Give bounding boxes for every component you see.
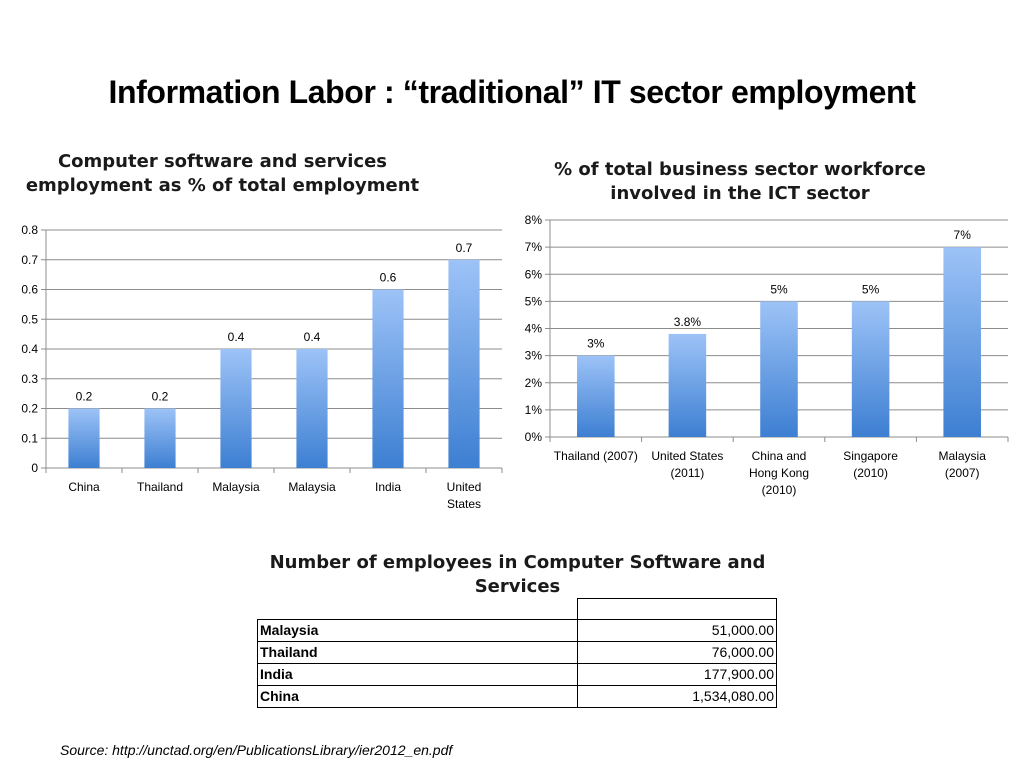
data-label: 0.4 xyxy=(304,330,321,344)
category-label: China xyxy=(68,480,100,494)
y-tick-label: 6% xyxy=(525,267,543,281)
y-tick-label: 0.4 xyxy=(21,342,38,356)
category-label: Malaysia xyxy=(212,480,260,494)
y-tick-label: 0.8 xyxy=(21,223,38,237)
category-label: Thailand (2007) xyxy=(554,449,638,463)
employee-count-cell: 177,900.00 xyxy=(577,663,777,686)
y-tick-label: 5% xyxy=(525,294,543,308)
y-tick-label: 4% xyxy=(525,322,543,336)
bar xyxy=(943,247,981,437)
y-tick-label: 2% xyxy=(525,376,543,390)
slide-title: Information Labor : “traditional” IT sec… xyxy=(108,74,916,110)
bar xyxy=(760,301,798,437)
table-header-row xyxy=(257,598,777,620)
y-tick-label: 0.3 xyxy=(21,372,38,386)
bar xyxy=(668,333,707,437)
category-label: States xyxy=(447,497,481,511)
bar xyxy=(372,289,404,468)
table-header-blank xyxy=(257,598,578,620)
category-label: India xyxy=(375,480,401,494)
chart1-title: Computer software and services employmen… xyxy=(25,151,420,196)
y-tick-label: 7% xyxy=(525,240,543,254)
category-label: (2011) xyxy=(671,466,705,480)
data-label: 0.2 xyxy=(152,390,169,404)
data-label: 5% xyxy=(862,282,880,296)
employee-count-cell: 51,000.00 xyxy=(577,619,777,642)
y-tick-label: 0.5 xyxy=(21,312,38,326)
table-header-value xyxy=(577,598,777,620)
y-tick-label: 0% xyxy=(525,430,543,444)
table-title: Number of employees in Computer Software… xyxy=(269,552,766,597)
table-row: Thailand 76,000.00 xyxy=(257,641,777,664)
category-label: (2010) xyxy=(762,483,797,497)
country-cell: China xyxy=(257,685,578,708)
bar xyxy=(851,301,890,437)
employee-count-cell: 1,534,080.00 xyxy=(577,685,777,708)
data-label: 3.8% xyxy=(674,315,702,329)
data-label: 7% xyxy=(954,228,972,242)
data-label: 5% xyxy=(770,282,788,296)
category-label: Malaysia xyxy=(288,480,336,494)
y-tick-label: 0.1 xyxy=(21,431,38,445)
category-label: Singapore xyxy=(843,449,898,463)
table-row: Malaysia 51,000.00 xyxy=(257,619,777,642)
bar xyxy=(577,355,615,437)
bar xyxy=(68,408,100,468)
y-tick-label: 1% xyxy=(525,403,543,417)
data-label: 3% xyxy=(587,337,605,351)
y-tick-label: 8% xyxy=(525,213,543,227)
data-label: 0.4 xyxy=(228,330,245,344)
country-cell: India xyxy=(257,663,578,686)
data-label: 0.2 xyxy=(76,390,93,404)
bar xyxy=(296,349,328,468)
source-note: Source: http://unctad.org/en/Publication… xyxy=(60,742,453,758)
y-tick-label: 0 xyxy=(31,461,38,475)
category-label: United States xyxy=(651,449,723,463)
category-label: China and xyxy=(752,449,807,463)
category-label: Thailand xyxy=(137,480,183,494)
y-tick-label: 0.7 xyxy=(21,253,38,267)
category-label: United xyxy=(447,480,482,494)
y-tick-label: 3% xyxy=(525,349,543,363)
y-tick-label: 0.2 xyxy=(21,402,38,416)
bar xyxy=(144,408,176,468)
bar xyxy=(220,349,252,468)
table-row: India 177,900.00 xyxy=(257,663,777,686)
data-label: 0.7 xyxy=(456,241,473,255)
category-label: Hong Kong xyxy=(749,466,809,480)
country-cell: Malaysia xyxy=(257,619,578,642)
table-row: China 1,534,080.00 xyxy=(257,685,777,708)
category-label: (2010) xyxy=(853,466,888,480)
category-label: (2007) xyxy=(945,466,980,480)
category-label: Malaysia xyxy=(939,449,987,463)
employee-count-cell: 76,000.00 xyxy=(577,641,777,664)
chart2-title: % of total business sector workforce inv… xyxy=(554,159,926,204)
employees-table: Malaysia 51,000.00 Thailand 76,000.00 India 1… xyxy=(257,598,777,708)
y-tick-label: 0.6 xyxy=(21,283,38,297)
data-label: 0.6 xyxy=(380,271,397,285)
country-cell: Thailand xyxy=(257,641,578,664)
bar xyxy=(448,259,480,468)
